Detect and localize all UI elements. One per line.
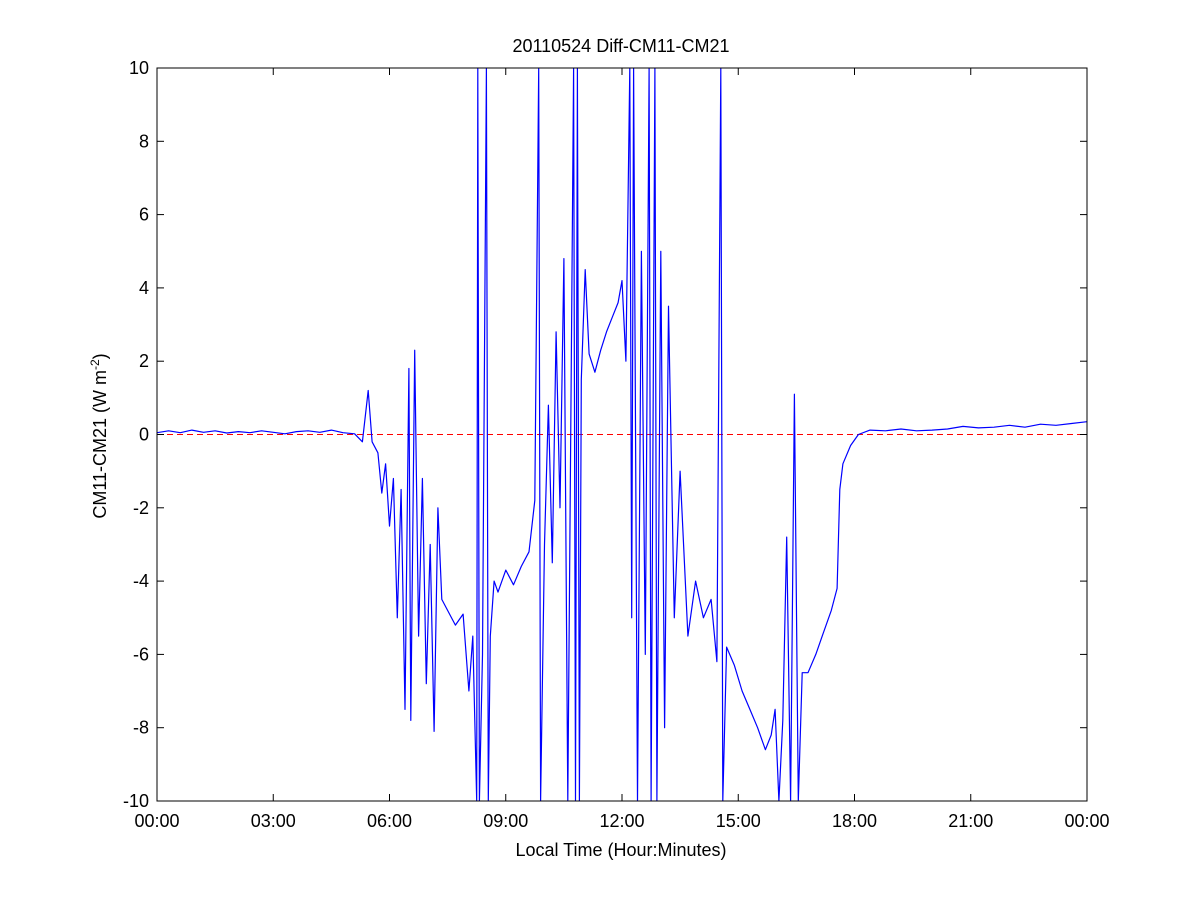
y-axis-label-main: CM11-CM21 (W m <box>90 370 110 519</box>
y-tick-label: -2 <box>133 498 149 518</box>
chart-title: 20110524 Diff-CM11-CM21 <box>512 36 729 56</box>
x-tick-label: 00:00 <box>1064 811 1109 831</box>
plot-frame <box>156 67 1088 802</box>
x-tick-label: 06:00 <box>367 811 412 831</box>
y-tick-label: 2 <box>139 351 149 371</box>
x-tick-label: 00:00 <box>134 811 179 831</box>
y-axis-label: CM11-CM21 (W m-2) <box>88 353 110 518</box>
x-tick-label: 15:00 <box>716 811 761 831</box>
x-tick-label: 09:00 <box>483 811 528 831</box>
x-tick-labels: 00:00 03:00 06:00 09:00 12:00 15:00 18:00 21:00… <box>134 811 1109 831</box>
y-tick-label: -4 <box>133 571 149 591</box>
y-tick-label: 8 <box>139 131 149 151</box>
y-tick-label: -10 <box>123 791 149 811</box>
x-tick-label: 21:00 <box>948 811 993 831</box>
y-tick-label: 6 <box>139 205 149 225</box>
y-tick-label: -8 <box>133 718 149 738</box>
y-axis-label-superscript: -2 <box>88 359 102 370</box>
y-tick-label: 10 <box>129 58 149 78</box>
x-axis-label: Local Time (Hour:Minutes) <box>515 840 726 860</box>
plot-area <box>156 67 1088 802</box>
y-axis-label-close: ) <box>90 353 110 359</box>
series-line <box>157 68 1087 801</box>
y-tick-label: -6 <box>133 644 149 664</box>
y-tick-labels: -10 -8 -6 -4 -2 0 2 4 6 8 10 <box>123 58 149 811</box>
x-tick-label: 18:00 <box>832 811 877 831</box>
x-tick-label: 12:00 <box>599 811 644 831</box>
x-tick-label: 03:00 <box>251 811 296 831</box>
y-tick-label: 0 <box>139 425 149 445</box>
y-tick-label: 4 <box>139 278 149 298</box>
